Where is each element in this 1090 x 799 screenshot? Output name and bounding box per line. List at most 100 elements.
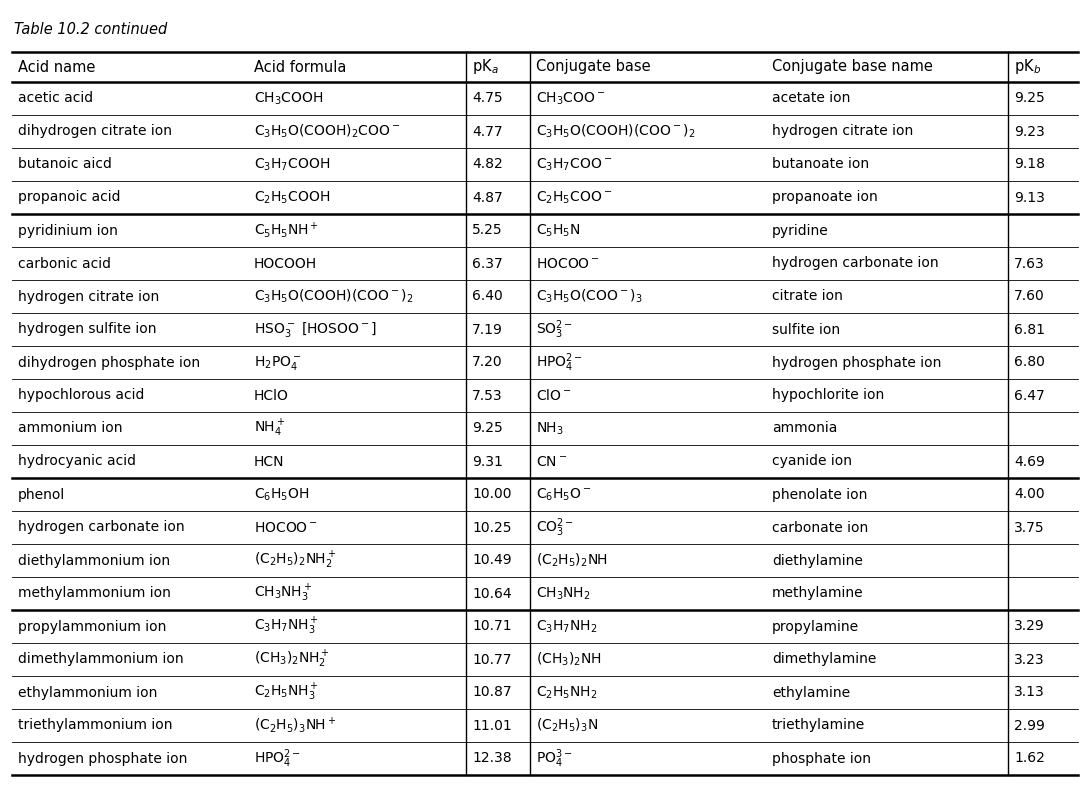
Text: 10.64: 10.64 <box>472 586 511 601</box>
Text: Acid formula: Acid formula <box>254 59 347 74</box>
Text: citrate ion: citrate ion <box>772 289 843 304</box>
Text: (CH$_3$)$_2$NH: (CH$_3$)$_2$NH <box>536 651 602 668</box>
Text: C$_2$H$_5$COOH: C$_2$H$_5$COOH <box>254 189 330 205</box>
Text: 3.23: 3.23 <box>1014 653 1044 666</box>
Text: C$_2$H$_5$NH$_3^+$: C$_2$H$_5$NH$_3^+$ <box>254 682 319 703</box>
Text: butanoic aicd: butanoic aicd <box>19 157 112 172</box>
Text: 3.13: 3.13 <box>1014 686 1044 699</box>
Text: C$_3$H$_5$O(COOH)(COO$^-$)$_2$: C$_3$H$_5$O(COOH)(COO$^-$)$_2$ <box>254 288 413 305</box>
Text: 10.71: 10.71 <box>472 619 511 634</box>
Text: methylamine: methylamine <box>772 586 863 601</box>
Text: 3.75: 3.75 <box>1014 520 1044 535</box>
Text: C$_6$H$_5$O$^-$: C$_6$H$_5$O$^-$ <box>536 487 592 503</box>
Text: pyridinium ion: pyridinium ion <box>19 224 118 237</box>
Text: 6.80: 6.80 <box>1014 356 1045 369</box>
Text: triethylammonium ion: triethylammonium ion <box>19 718 172 733</box>
Text: hydrogen carbonate ion: hydrogen carbonate ion <box>772 256 938 271</box>
Text: 7.60: 7.60 <box>1014 289 1044 304</box>
Text: butanoate ion: butanoate ion <box>772 157 869 172</box>
Text: cyanide ion: cyanide ion <box>772 455 852 468</box>
Text: 4.82: 4.82 <box>472 157 502 172</box>
Text: 10.77: 10.77 <box>472 653 511 666</box>
Text: C$_3$H$_7$NH$_2$: C$_3$H$_7$NH$_2$ <box>536 618 597 634</box>
Text: dihydrogen citrate ion: dihydrogen citrate ion <box>19 125 172 138</box>
Text: ammonia: ammonia <box>772 422 837 435</box>
Text: 4.00: 4.00 <box>1014 487 1044 502</box>
Text: 9.13: 9.13 <box>1014 190 1045 205</box>
Text: HSO$_3^-$ [HOSOO$^-$]: HSO$_3^-$ [HOSOO$^-$] <box>254 320 377 339</box>
Text: propanoic acid: propanoic acid <box>19 190 121 205</box>
Text: hydrogen citrate ion: hydrogen citrate ion <box>772 125 913 138</box>
Text: HOCOO$^-$: HOCOO$^-$ <box>536 256 600 271</box>
Text: C$_2$H$_5$COO$^-$: C$_2$H$_5$COO$^-$ <box>536 189 613 205</box>
Text: CH$_3$COO$^-$: CH$_3$COO$^-$ <box>536 90 606 107</box>
Text: HOCOO$^-$: HOCOO$^-$ <box>254 520 318 535</box>
Text: propylammonium ion: propylammonium ion <box>19 619 167 634</box>
Text: 1.62: 1.62 <box>1014 752 1045 765</box>
Text: HClO: HClO <box>254 388 289 403</box>
Text: C$_3$H$_5$O(COO$^-$)$_3$: C$_3$H$_5$O(COO$^-$)$_3$ <box>536 288 643 305</box>
Text: 6.40: 6.40 <box>472 289 502 304</box>
Text: hydrogen carbonate ion: hydrogen carbonate ion <box>19 520 184 535</box>
Text: (C$_2$H$_5$)$_2$NH: (C$_2$H$_5$)$_2$NH <box>536 552 608 569</box>
Text: H$_2$PO$_4^-$: H$_2$PO$_4^-$ <box>254 353 302 372</box>
Text: 7.20: 7.20 <box>472 356 502 369</box>
Text: acetate ion: acetate ion <box>772 92 850 105</box>
Text: 11.01: 11.01 <box>472 718 511 733</box>
Text: 12.38: 12.38 <box>472 752 511 765</box>
Text: 10.87: 10.87 <box>472 686 511 699</box>
Text: hydrogen sulfite ion: hydrogen sulfite ion <box>19 323 157 336</box>
Text: ammonium ion: ammonium ion <box>19 422 122 435</box>
Text: (C$_2$H$_5$)$_3$NH$^+$: (C$_2$H$_5$)$_3$NH$^+$ <box>254 716 337 735</box>
Text: 9.18: 9.18 <box>1014 157 1045 172</box>
Text: Acid name: Acid name <box>19 59 96 74</box>
Text: 7.19: 7.19 <box>472 323 502 336</box>
Text: 9.25: 9.25 <box>1014 92 1044 105</box>
Text: ethylamine: ethylamine <box>772 686 850 699</box>
Text: 6.37: 6.37 <box>472 256 502 271</box>
Text: C$_3$H$_7$COO$^-$: C$_3$H$_7$COO$^-$ <box>536 157 613 173</box>
Text: pK$_b$: pK$_b$ <box>1014 58 1041 77</box>
Text: NH$_3$: NH$_3$ <box>536 420 564 437</box>
Text: (CH$_3$)$_2$NH$_2^+$: (CH$_3$)$_2$NH$_2^+$ <box>254 649 330 670</box>
Text: diethylamine: diethylamine <box>772 554 863 567</box>
Text: CO$_3^{2-}$: CO$_3^{2-}$ <box>536 516 574 539</box>
Text: sulfite ion: sulfite ion <box>772 323 840 336</box>
Text: 6.47: 6.47 <box>1014 388 1044 403</box>
Text: SO$_3^{2-}$: SO$_3^{2-}$ <box>536 318 573 341</box>
Text: NH$_4^+$: NH$_4^+$ <box>254 418 286 439</box>
Text: dimethylamine: dimethylamine <box>772 653 876 666</box>
Text: PO$_4^{3-}$: PO$_4^{3-}$ <box>536 747 572 769</box>
Text: 3.29: 3.29 <box>1014 619 1044 634</box>
Text: acetic acid: acetic acid <box>19 92 93 105</box>
Text: hydrogen phosphate ion: hydrogen phosphate ion <box>772 356 942 369</box>
Text: hydrogen phosphate ion: hydrogen phosphate ion <box>19 752 187 765</box>
Text: triethylamine: triethylamine <box>772 718 865 733</box>
Text: 9.31: 9.31 <box>472 455 502 468</box>
Text: hypochlorous acid: hypochlorous acid <box>19 388 144 403</box>
Text: CN$^-$: CN$^-$ <box>536 455 567 468</box>
Text: 7.53: 7.53 <box>472 388 502 403</box>
Text: (C$_2$H$_5$)$_2$NH$_2^+$: (C$_2$H$_5$)$_2$NH$_2^+$ <box>254 550 337 571</box>
Text: 5.25: 5.25 <box>472 224 502 237</box>
Text: C$_2$H$_5$NH$_2$: C$_2$H$_5$NH$_2$ <box>536 684 597 701</box>
Text: diethylammonium ion: diethylammonium ion <box>19 554 170 567</box>
Text: pyridine: pyridine <box>772 224 828 237</box>
Text: 7.63: 7.63 <box>1014 256 1044 271</box>
Text: HPO$_4^{2-}$: HPO$_4^{2-}$ <box>536 352 583 374</box>
Text: Table 10.2 continued: Table 10.2 continued <box>14 22 167 37</box>
Text: HCN: HCN <box>254 455 284 468</box>
Text: phosphate ion: phosphate ion <box>772 752 871 765</box>
Text: C$_5$H$_5$N: C$_5$H$_5$N <box>536 222 581 239</box>
Text: hypochlorite ion: hypochlorite ion <box>772 388 884 403</box>
Text: propylamine: propylamine <box>772 619 859 634</box>
Text: 4.69: 4.69 <box>1014 455 1045 468</box>
Text: dihydrogen phosphate ion: dihydrogen phosphate ion <box>19 356 201 369</box>
Text: 6.81: 6.81 <box>1014 323 1045 336</box>
Text: 9.25: 9.25 <box>472 422 502 435</box>
Text: 2.99: 2.99 <box>1014 718 1045 733</box>
Text: 4.77: 4.77 <box>472 125 502 138</box>
Text: Conjugate base: Conjugate base <box>536 59 651 74</box>
Text: C$_6$H$_5$OH: C$_6$H$_5$OH <box>254 487 310 503</box>
Text: Conjugate base name: Conjugate base name <box>772 59 933 74</box>
